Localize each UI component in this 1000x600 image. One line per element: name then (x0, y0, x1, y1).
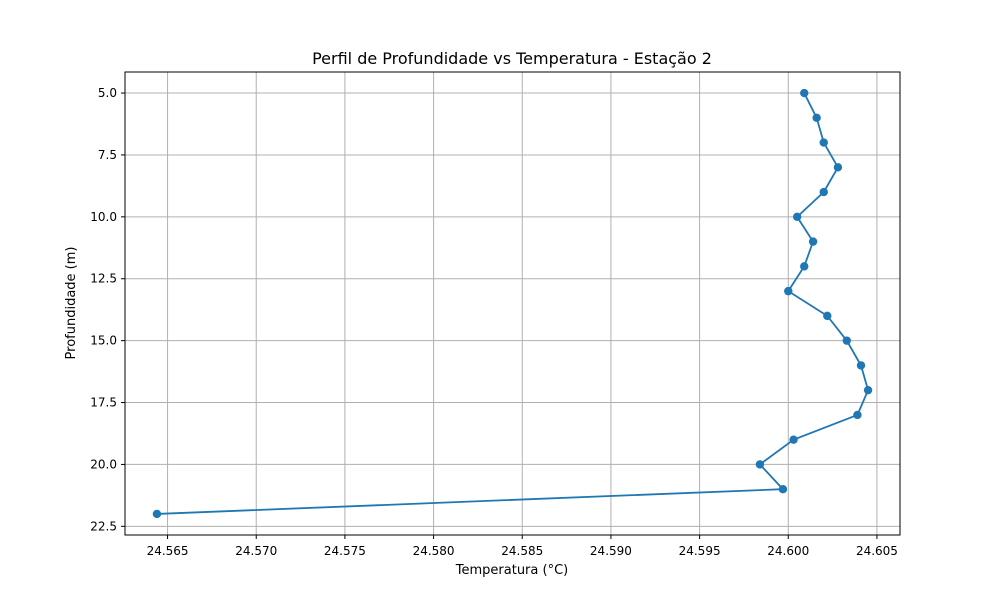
y-axis-ticks: 5.0 7.5 10.0 12.5 15.0 17.5 20.0 22.5 (90, 86, 125, 533)
data-point (800, 88, 809, 98)
x-tick-label: 24.585 (501, 544, 543, 558)
y-tick-label: 7.5 (98, 148, 117, 162)
data-point (778, 484, 788, 494)
data-point (842, 336, 851, 345)
grid-lines (125, 72, 900, 535)
y-tick-label: 17.5 (90, 396, 117, 410)
chart-title: Perfil de Profundidade vs Temperatura - … (312, 49, 712, 68)
data-point (833, 163, 843, 172)
data-point (800, 262, 809, 271)
data-point (812, 113, 821, 123)
y-tick-label: 12.5 (90, 272, 117, 286)
x-axis-ticks: 24.565 24.570 24.575 24.580 24.585 24.590 24.5… (147, 535, 898, 558)
x-axis-label: Temperatura (°C) (455, 563, 568, 578)
data-point (789, 435, 798, 444)
x-tick-label: 24.605 (856, 544, 898, 558)
data-point (819, 187, 828, 197)
y-tick-label: 5.0 (98, 86, 117, 100)
data-point (792, 212, 802, 222)
y-tick-label: 15.0 (90, 334, 117, 348)
data-point (819, 138, 828, 147)
x-tick-label: 24.595 (679, 544, 721, 558)
series-line (156, 92, 870, 515)
y-axis-label: Profundidade (m) (64, 247, 79, 360)
data-point (808, 237, 818, 246)
data-point (856, 361, 866, 370)
data-point (823, 311, 832, 321)
y-tick-label: 22.5 (90, 519, 117, 533)
data-point (784, 286, 793, 296)
data-point (152, 509, 162, 519)
x-tick-label: 24.575 (324, 544, 366, 558)
x-tick-label: 24.590 (590, 544, 632, 558)
x-tick-label: 24.600 (767, 544, 809, 558)
data-point (863, 385, 873, 395)
x-tick-label: 24.565 (147, 544, 189, 558)
x-tick-label: 24.570 (235, 544, 277, 558)
y-tick-label: 20.0 (90, 457, 117, 471)
series-group (152, 88, 873, 519)
y-tick-label: 10.0 (90, 210, 117, 224)
x-tick-label: 24.580 (413, 544, 455, 558)
data-point (853, 410, 862, 420)
plot-frame (124, 71, 901, 536)
data-point (755, 460, 765, 469)
